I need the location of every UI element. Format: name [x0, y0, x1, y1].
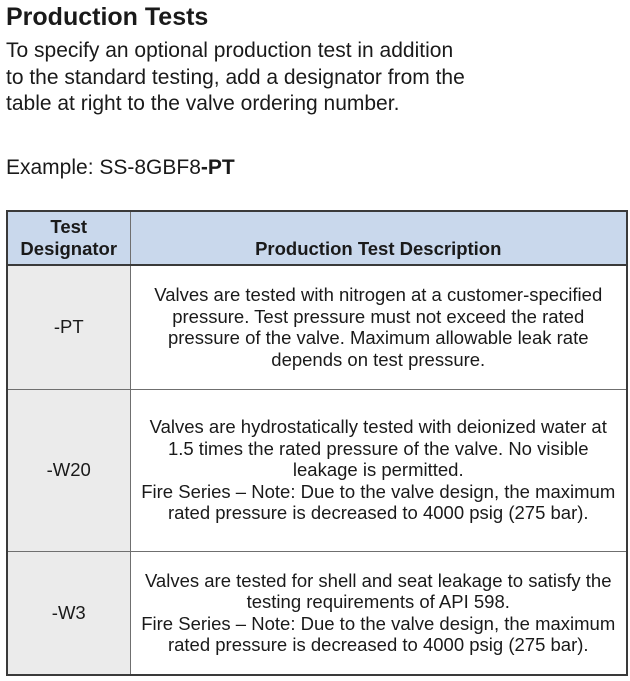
- description-cell: Valves are hydrostatically tested with d…: [129, 388, 628, 552]
- description-text: Valves are tested with nitrogen at a cus…: [154, 284, 603, 370]
- fire-series-note: Fire Series – Note: Due to the valve des…: [141, 480, 616, 524]
- header-description: Production Test Description: [129, 210, 628, 266]
- header-designator-line1: Test: [50, 216, 88, 237]
- designator-cell: -W20: [6, 388, 131, 552]
- table-row: -W20 Valves are hydrostatically tested w…: [6, 388, 628, 552]
- designator-cell: -PT: [6, 264, 131, 390]
- ordering-example: Example: SS-8GBF8-PT: [6, 155, 235, 181]
- description-cell: Valves are tested with nitrogen at a cus…: [129, 264, 628, 390]
- example-designator: -PT: [200, 156, 235, 179]
- section-heading: Production Tests: [6, 3, 209, 31]
- designator-cell: -W3: [6, 550, 131, 676]
- production-tests-table: Test Designator Production Test Descript…: [6, 210, 628, 676]
- fire-series-note: Fire Series – Note: Due to the valve des…: [141, 612, 616, 656]
- table-row: -PT Valves are tested with nitrogen at a…: [6, 264, 628, 390]
- table-row: -W3 Valves are tested for shell and seat…: [6, 550, 628, 676]
- description-text: Valves are hydrostatically tested with d…: [149, 416, 607, 481]
- description-cell: Valves are tested for shell and seat lea…: [129, 550, 628, 676]
- header-designator-line2: Designator: [20, 238, 118, 259]
- intro-paragraph: To specify an optional production test i…: [6, 39, 465, 115]
- example-prefix: Example: SS-8GBF8: [6, 156, 201, 179]
- table-header-row: Test Designator Production Test Descript…: [6, 210, 628, 266]
- header-test-designator: Test Designator: [6, 210, 131, 266]
- description-text: Valves are tested for shell and seat lea…: [144, 569, 612, 613]
